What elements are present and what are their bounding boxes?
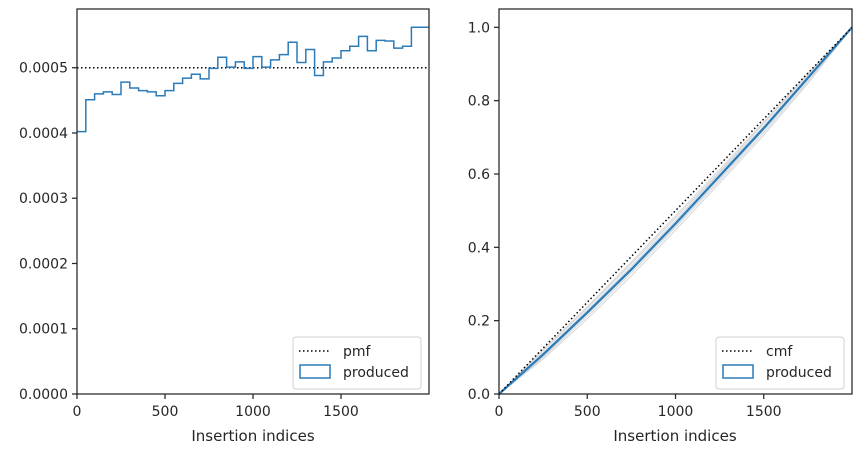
left-xlabel: Insertion indices: [191, 427, 314, 445]
produced-cumulative-line: [498, 26, 853, 395]
right-legend-cmf-label: cmf: [766, 344, 793, 360]
right-legend-produced-label: produced: [766, 365, 832, 381]
run-line: [498, 26, 853, 395]
produced-step-line: [77, 26, 429, 133]
pmf-histogram-panel: 0 500 1000 1500 0.0000 0.0001 0.0002 0.0003 0.00…: [19, 8, 430, 445]
run-line: [498, 27, 853, 395]
left-ytick-label: 0.0002: [19, 256, 68, 272]
left-ytick-label: 0.0000: [19, 387, 68, 403]
run-line: [498, 26, 853, 395]
run-line: [498, 26, 853, 395]
left-legend: pmf produced: [292, 336, 422, 390]
right-xtick-label: 1500: [746, 404, 782, 420]
right-ytick-label: 0.6: [468, 167, 490, 183]
right-xlabel: Insertion indices: [613, 427, 736, 445]
left-xtick-label: 500: [152, 404, 179, 420]
left-legend-pmf-label: pmf: [343, 344, 372, 360]
right-xtick-label: 500: [574, 404, 601, 420]
left-legend-produced-label: produced: [343, 365, 409, 381]
right-legend-box: [715, 336, 845, 390]
left-ytick-label: 0.0003: [19, 191, 68, 207]
right-legend-produced-swatch: [722, 364, 754, 379]
cmf-line: [498, 26, 853, 395]
right-axes-frame: [498, 8, 853, 395]
right-ytick-label: 0.4: [468, 240, 490, 256]
left-ytick-label: 0.0004: [19, 126, 68, 142]
run-line: [498, 27, 853, 395]
right-xtick-label: 0: [495, 404, 504, 420]
left-plot-area: [77, 26, 429, 133]
left-legend-box: [292, 336, 422, 390]
left-ytick-label: 0.0001: [19, 322, 68, 338]
right-ticks: 0 500 1000 1500 0.0 0.2 0.4 0.6 0.8 1.0: [468, 20, 782, 420]
right-ytick-label: 1.0: [468, 20, 490, 36]
left-xtick-label: 1500: [323, 404, 359, 420]
right-legend: cmf produced: [715, 336, 845, 390]
right-plot-area: [498, 26, 853, 395]
right-ytick-label: 0.2: [468, 314, 490, 330]
right-ytick-label: 0.8: [468, 94, 490, 110]
run-line: [498, 27, 853, 395]
left-legend-produced-swatch: [299, 364, 331, 379]
cmf-panel: 0 500 1000 1500 0.0 0.2 0.4 0.6 0.8 1.0 Insertion…: [468, 8, 853, 445]
right-xtick-label: 1000: [658, 404, 694, 420]
left-ytick-label: 0.0005: [19, 61, 68, 77]
left-xtick-label: 0: [73, 404, 82, 420]
right-ytick-label: 0.0: [468, 387, 490, 403]
left-xtick-label: 1000: [235, 404, 271, 420]
left-ticks: 0 500 1000 1500 0.0000 0.0001 0.0002 0.0003 0.00…: [19, 61, 359, 420]
